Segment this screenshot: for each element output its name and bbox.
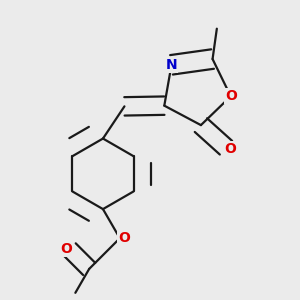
Text: N: N [166, 58, 177, 72]
Text: O: O [224, 142, 236, 156]
Text: O: O [225, 89, 237, 103]
Text: O: O [60, 242, 72, 256]
Text: O: O [118, 231, 130, 245]
